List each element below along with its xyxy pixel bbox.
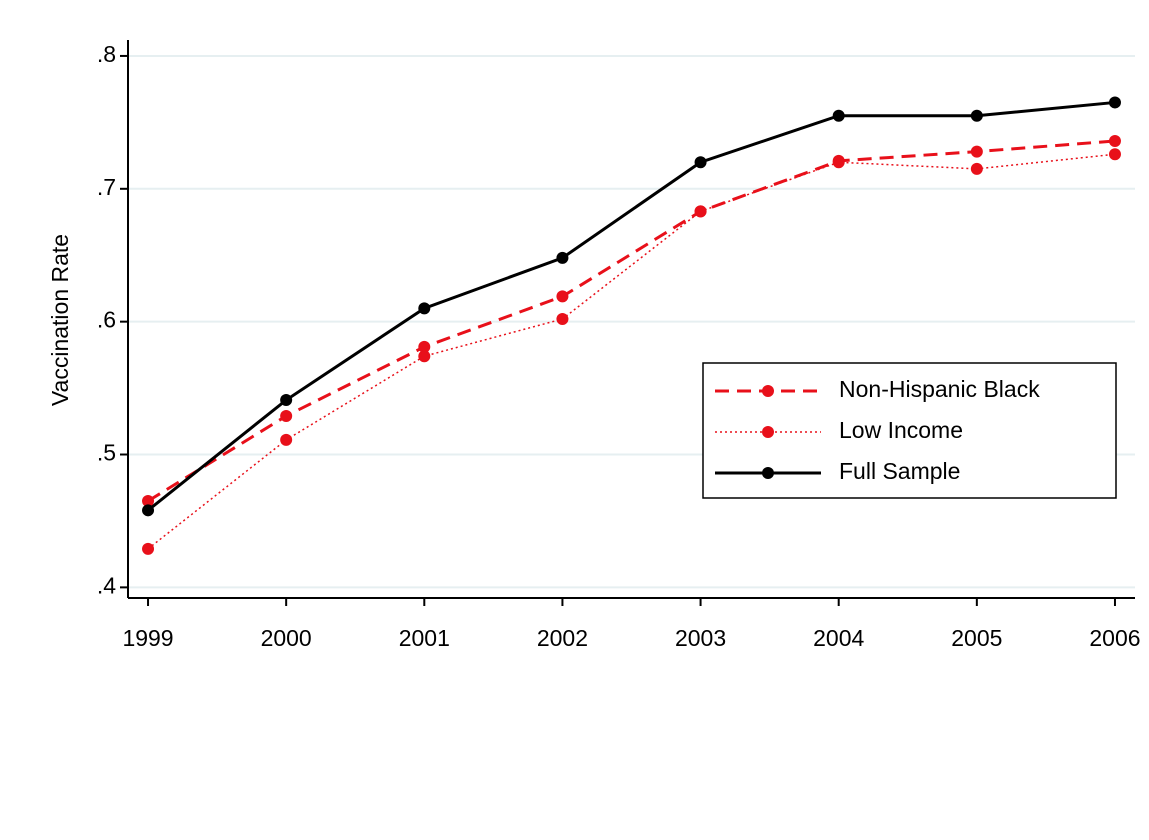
data-point [1108,134,1121,147]
x-tick-label: 2006 [1089,625,1140,651]
data-point [418,350,431,363]
data-point [1108,148,1121,161]
legend-marker [762,385,774,397]
legend-label: Full Sample [839,458,960,484]
data-point [556,251,569,264]
data-point [970,145,983,158]
y-axis-label: Vaccination Rate [47,234,73,406]
data-point [142,542,155,555]
series-line [147,100,1116,512]
legend-label: Low Income [839,417,963,443]
data-point [280,394,293,407]
x-tick-label: 2003 [675,625,726,651]
x-tick-label: 1999 [122,625,173,651]
data-point [832,156,845,169]
data-point [1108,96,1121,109]
data-point [832,109,845,122]
legend-marker [762,467,774,479]
data-point [970,162,983,175]
data-point [280,433,293,446]
data-point [418,340,431,353]
data-point [418,302,431,315]
y-tick-label: .5 [97,440,116,466]
x-tick-label: 2005 [951,625,1002,651]
y-tick-label: .4 [97,572,116,598]
y-tick-label: .6 [97,307,116,333]
data-point [970,109,983,122]
x-tick-label: 2001 [399,625,450,651]
x-tick-label: 2002 [537,625,588,651]
data-point [556,290,569,303]
data-point [556,313,569,325]
data-point [142,504,155,517]
data-point [694,156,707,169]
x-tick-label: 2004 [813,625,864,651]
legend-label: Non-Hispanic Black [839,376,1040,402]
series-line [147,139,1116,503]
data-point [280,409,293,422]
data-point [694,205,707,218]
x-tick-label: 2000 [261,625,312,651]
y-tick-label: .7 [97,174,116,200]
y-tick-label: .8 [97,41,116,67]
legend-marker [762,426,774,438]
data-point [142,495,155,508]
